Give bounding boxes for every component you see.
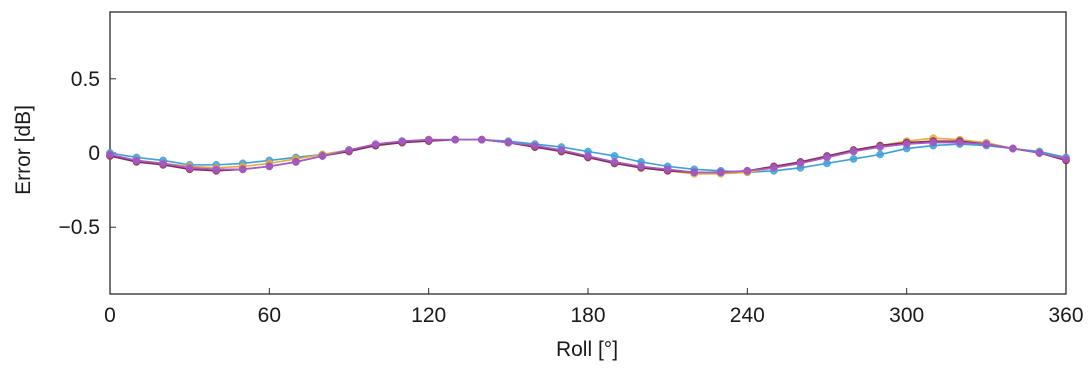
axes-layer: 0 60 120 180 240 300 360 0.5 0 −0.5 [59,11,1084,327]
x-tick-label: 240 [730,304,765,327]
data-point [371,140,380,148]
data-point [637,162,645,171]
data-point [292,158,300,166]
x-tick-label: 60 [258,304,281,327]
data-point [584,152,592,160]
data-point [823,153,831,162]
y-axis-title: Error [dB] [12,105,35,195]
data-point [849,147,858,156]
data-point [610,158,619,166]
data-point [398,137,406,145]
data-point [902,140,911,148]
data-point [132,156,141,165]
data-point [106,150,114,159]
y-tick-label: 0.5 [71,68,100,91]
data-point [876,143,884,151]
x-tick-label: 120 [411,304,446,327]
x-tick-label: 300 [889,304,924,327]
data-point [876,150,884,159]
data-point [770,163,778,172]
labels-layer: Roll [°] Error [dB] [12,105,618,361]
x-axis-title: Roll [°] [556,338,618,361]
data-point [159,159,167,168]
x-tick-label: 180 [570,304,605,327]
data-point [185,163,194,172]
data-point [929,138,938,147]
data-point [424,135,433,144]
data-point [265,162,274,171]
x-tick-label: 360 [1048,304,1083,327]
data-point [982,140,991,148]
data-point [1009,144,1017,153]
data-point [690,168,699,177]
data-point [477,135,486,144]
data-point [345,146,353,154]
series-layer [106,134,1070,178]
data-point [212,165,221,174]
data-point [318,152,327,160]
series-4 [106,135,1070,177]
data-point [955,138,964,147]
data-point [557,146,566,154]
data-point [1035,149,1044,157]
data-point [451,135,460,144]
data-point [716,168,725,177]
y-tick-label: −0.5 [59,216,100,239]
data-point [849,155,858,163]
data-point [796,159,805,168]
data-point [663,165,672,174]
data-point [531,141,539,150]
data-point [504,138,513,147]
y-tick-label: 0 [88,142,100,165]
data-point [238,165,247,174]
data-point [1062,155,1070,163]
x-tick-label: 0 [104,304,116,327]
data-point [743,166,752,175]
